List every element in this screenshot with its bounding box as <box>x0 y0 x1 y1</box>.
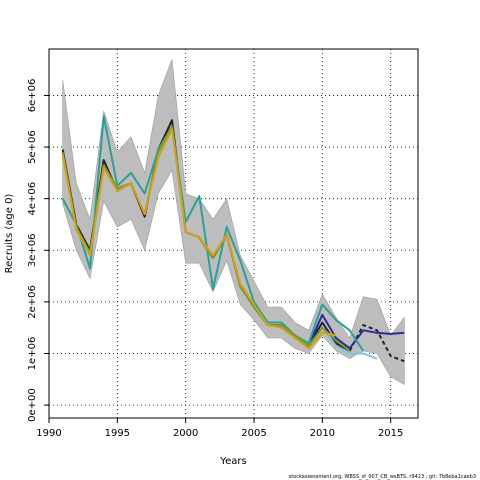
y-tick-label: 3e+06 <box>27 233 38 267</box>
x-tick-label: 2015 <box>378 428 403 439</box>
plot-frame <box>48 48 419 419</box>
y-tick-label: 4e+06 <box>27 182 38 216</box>
y-tick-label: 6e+06 <box>27 79 38 113</box>
y-tick-label: 5e+06 <box>27 130 38 164</box>
x-tick-label: 2000 <box>173 428 198 439</box>
series-line-7 <box>61 128 337 350</box>
x-axis-title: Years <box>219 456 246 467</box>
y-axis-title: Recruits (age 0) <box>4 194 15 274</box>
footer-caption: stockassessment.org, WBSS_sf_007_CB_wsBT… <box>289 474 476 480</box>
series-line-4 <box>321 327 378 360</box>
x-axis: 1990 1995 2000 2005 2010 2015 <box>36 418 403 439</box>
x-tick-label: 1990 <box>36 428 61 439</box>
confidence-band <box>62 59 405 386</box>
x-tick-label: 2005 <box>241 428 266 439</box>
series-line-2 <box>348 324 405 363</box>
series-line-5 <box>61 115 365 352</box>
y-axis: 0e+00 1e+06 2e+06 3e+06 4e+06 5e+06 6e+06 <box>27 79 49 422</box>
x-tick-label: 1995 <box>105 428 130 439</box>
series-lines <box>61 115 405 363</box>
y-tick-label: 1e+06 <box>27 337 38 371</box>
confidence-band-area <box>62 59 405 386</box>
y-tick-label: 0e+00 <box>27 388 38 422</box>
x-tick-label: 2010 <box>310 428 335 439</box>
y-tick-label: 2e+06 <box>27 285 38 319</box>
